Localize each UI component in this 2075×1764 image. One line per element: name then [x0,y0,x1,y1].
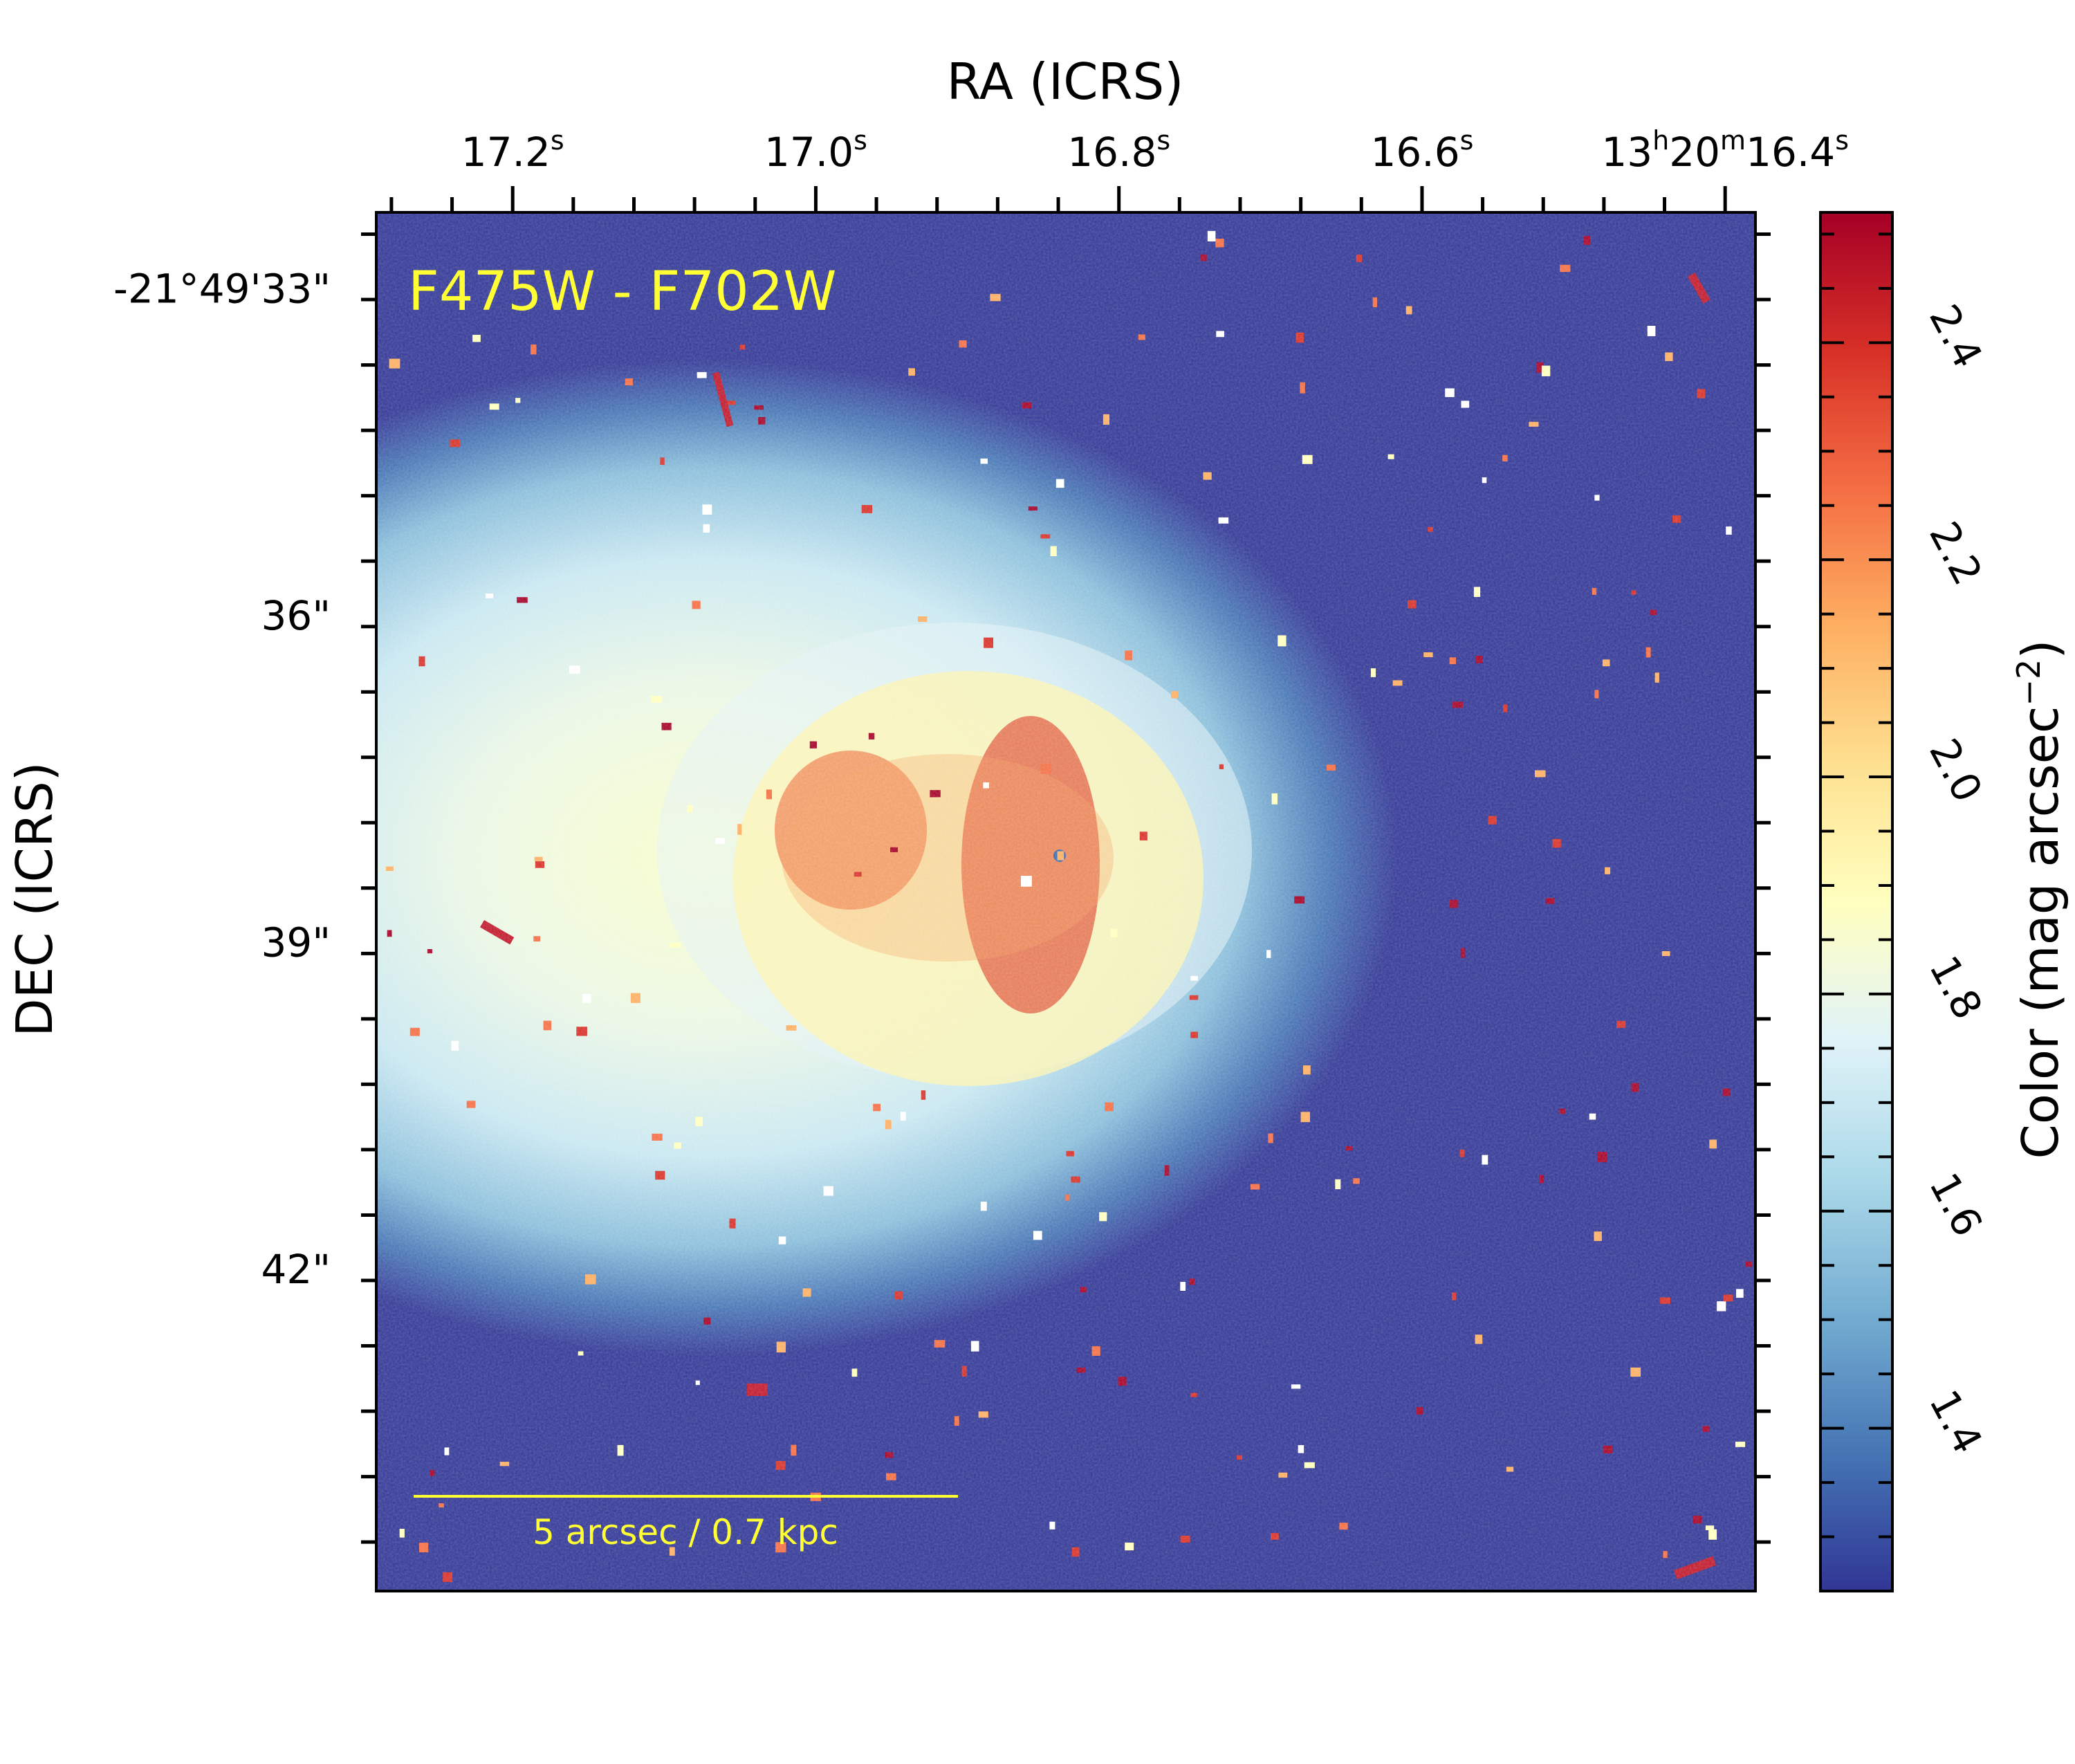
colorbar: 1.4 1.6 1.8 2.0 2.2 2.4 Color (mag arcsec−2) [1819,211,2069,1592]
ra-tick-label: 17.0s [764,125,867,176]
ra-tick-label: 17.2s [461,125,564,176]
dec-tick-label: 42" [261,1246,331,1293]
pixel-noise [376,212,1755,1591]
ra-tick-label-part: h [1652,125,1669,156]
colorbar-label: Color (mag arcsec−2) [2010,640,2069,1159]
ra-tick-label: 13h20m16.4s [1601,125,1849,176]
ra-tick-label-part: 17.0 [764,129,854,176]
ra-ticks: 17.2s 17.0s 16.8s 16.6s 13h20m16.4s [389,125,1849,212]
colorbar-tick-label: 1.8 [1920,948,1991,1027]
dec-tick-label: 36" [261,592,331,639]
scale-bar-label: 5 arcsec / 0.7 kpc [533,1512,838,1552]
ra-tick-label-part: s [551,125,564,156]
dec-tick-label: -21°49'33" [113,265,331,312]
colorbar-label-main: Color (mag arcsec [2011,706,2069,1159]
ra-tick-label-part: s [1460,125,1474,156]
ra-tick-label-part: 16.4 [1746,129,1835,176]
colorbar-tick-label: 2.0 [1920,731,1991,809]
ra-tick-label-part: s [854,125,867,156]
colorbar-tick-label: 1.6 [1920,1166,1991,1244]
dec-tick-label: 39" [261,919,331,966]
ra-tick-label: 16.6s [1370,125,1473,176]
ra-tick-label-part: s [1835,125,1849,156]
colorbar-tick-label: 2.4 [1920,297,1991,375]
colorbar-label-sup: −2 [2010,659,2047,706]
x-axis-label: RA (ICRS) [947,53,1184,111]
ra-tick-label-part: s [1156,125,1170,156]
dec-ticks: -21°49'33" 36" 39" 42" [113,232,1771,1544]
ra-tick-label-part: m [1720,125,1746,156]
colorbar-label-end: ) [2011,640,2069,659]
ra-tick-label: 16.8s [1067,125,1170,176]
y-axis-label: DEC (ICRS) [6,762,64,1037]
ra-tick-label-part: 20 [1669,129,1720,176]
ra-tick-label-part: 16.8 [1067,129,1156,176]
ra-tick-label-part: 17.2 [461,129,551,176]
ra-tick-label-part: 13 [1601,129,1652,176]
ra-tick-label-part: 16.6 [1370,129,1459,176]
colorbar-gradient [1820,212,1892,1591]
colorbar-frame [1819,211,1894,1592]
colorbar-tick-label: 1.4 [1920,1383,1991,1461]
image-frame [375,211,1757,1592]
filter-label: F475W - F702W [408,261,836,323]
image-panel: F475W - F702W 5 arcsec / 0.7 kpc [376,212,1755,1591]
colorbar-tick-label: 2.2 [1920,514,1991,592]
